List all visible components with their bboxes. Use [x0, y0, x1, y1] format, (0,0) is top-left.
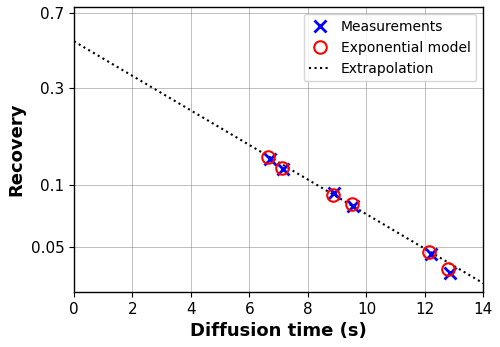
Measurements — [447, 271, 453, 275]
Extrapolation — [72, 40, 78, 44]
Line: Exponential model: Exponential model — [262, 151, 454, 275]
Exponential model — [446, 266, 452, 271]
Measurements — [280, 167, 286, 171]
Extrapolation — [416, 243, 422, 247]
Line: Measurements: Measurements — [264, 153, 456, 279]
Exponential model — [266, 155, 272, 159]
Exponential model — [349, 202, 355, 206]
X-axis label: Diffusion time (s): Diffusion time (s) — [190, 322, 367, 340]
Extrapolation — [480, 281, 486, 286]
Extrapolation — [442, 259, 448, 263]
Y-axis label: Recovery: Recovery — [7, 103, 25, 196]
Exponential model — [426, 250, 432, 254]
Extrapolation — [322, 187, 328, 192]
Measurements — [350, 204, 356, 208]
Measurements — [332, 191, 338, 195]
Line: Extrapolation: Extrapolation — [74, 41, 484, 283]
Extrapolation — [314, 183, 320, 187]
Legend: Measurements, Exponential model, Extrapolation: Measurements, Exponential model, Extrapo… — [304, 14, 476, 81]
Measurements — [267, 157, 273, 161]
Exponential model — [278, 166, 284, 170]
Extrapolation — [71, 39, 77, 43]
Measurements — [428, 252, 434, 256]
Exponential model — [330, 193, 336, 197]
Extrapolation — [314, 183, 320, 187]
